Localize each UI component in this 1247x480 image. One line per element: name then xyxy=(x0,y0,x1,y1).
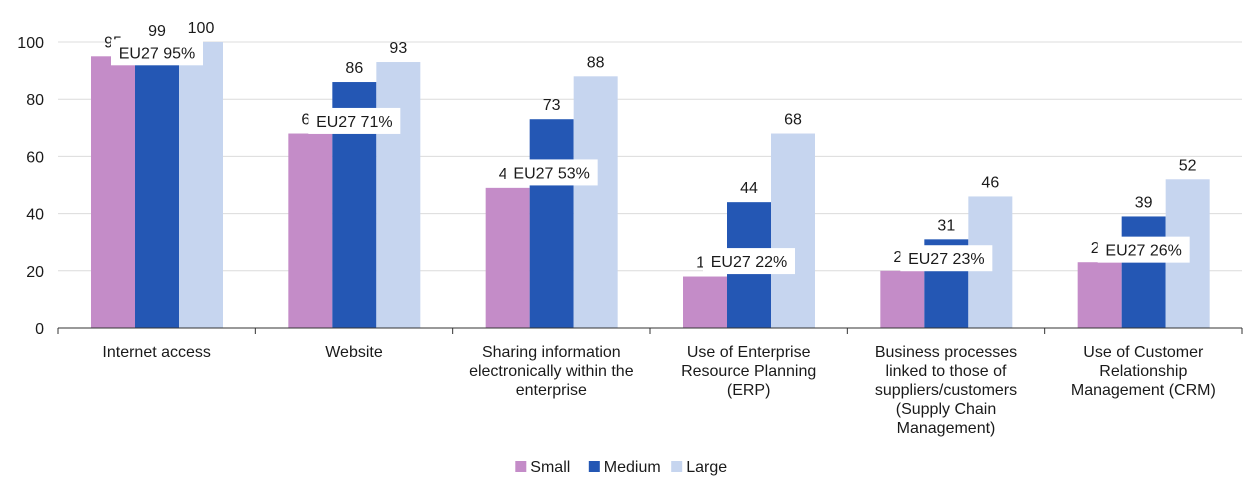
eu27-label-box xyxy=(308,107,401,134)
category-label-line: Internet access xyxy=(102,344,211,361)
category-label-line: (Supply Chain xyxy=(896,401,997,418)
bar-medium xyxy=(135,44,179,329)
eu27-labels: EU27 95% EU27 71% EU27 53% EU27 22% EU27 23%… xyxy=(111,39,1190,275)
category-label-line: (ERP) xyxy=(727,382,771,399)
value-label: 88 xyxy=(587,54,605,71)
gridlines xyxy=(58,41,1242,272)
eu27-label: EU27 71% xyxy=(316,114,393,131)
legend: Small Medium Large xyxy=(515,459,727,476)
y-tick-label: 80 xyxy=(26,92,44,109)
eu27-label-box xyxy=(1097,236,1190,263)
category-label-line: Website xyxy=(325,344,383,361)
category-label-line: Use of Customer xyxy=(1083,344,1204,361)
bar-small xyxy=(288,133,333,328)
value-label: 31 xyxy=(937,217,955,234)
category-label-line: electronically within the xyxy=(469,363,634,380)
bar-small xyxy=(880,270,925,328)
value-label: 46 xyxy=(981,174,999,191)
category-label: Use of Customer Relationship Management (C… xyxy=(1071,344,1216,399)
category-label: Use of Enterprise Resource Planning (ERP) xyxy=(681,344,816,399)
category-label-line: Management) xyxy=(897,420,996,437)
bars xyxy=(91,42,1210,329)
legend-label-small: Small xyxy=(530,459,570,476)
eu27-label: EU27 23% xyxy=(908,251,985,268)
legend-label-medium: Medium xyxy=(604,459,661,476)
bar-medium xyxy=(529,119,574,328)
eu27-label: EU27 22% xyxy=(711,254,788,271)
value-label: 52 xyxy=(1179,157,1197,174)
legend-swatch-small xyxy=(515,461,527,472)
category-label-line: Sharing information xyxy=(482,344,621,361)
category-label: Internet access xyxy=(102,344,211,361)
y-tick-label: 20 xyxy=(26,264,44,281)
legend-label-large: Large xyxy=(686,459,727,476)
category-label: Sharing information electronically within… xyxy=(469,344,634,399)
category-label-line: Use of Enterprise xyxy=(687,344,811,361)
value-label: 73 xyxy=(543,97,561,114)
eu27-label-box xyxy=(505,159,598,186)
eu27-label: EU27 26% xyxy=(1105,243,1182,260)
bar-small xyxy=(485,187,530,328)
value-label: 44 xyxy=(740,180,758,197)
value-label: 93 xyxy=(389,40,407,57)
bar-small xyxy=(91,56,135,329)
bar-large xyxy=(179,42,223,328)
y-tick-label: 0 xyxy=(35,321,44,338)
bar-small xyxy=(1077,262,1122,328)
y-axis-ticks: 0 20 40 60 80 100 xyxy=(17,35,44,338)
bar-small xyxy=(683,276,727,328)
legend-swatch-medium xyxy=(588,461,600,472)
value-labels: 9568491820239986734431391009388684652 xyxy=(104,20,1197,272)
bar-medium xyxy=(1121,216,1166,328)
category-labels: Internet access Website Sharing informatio… xyxy=(102,344,1215,437)
y-tick-label: 100 xyxy=(17,35,44,52)
category-label-line: Business processes xyxy=(875,344,1017,361)
category-label: Website xyxy=(325,344,383,361)
category-label-line: Relationship xyxy=(1099,363,1187,380)
category-label-line: suppliers/customers xyxy=(875,382,1017,399)
y-tick-label: 60 xyxy=(26,149,44,166)
value-label: 100 xyxy=(188,20,215,37)
eu27-label-box xyxy=(703,248,795,275)
bar-large xyxy=(573,76,618,328)
eu27-label: EU27 53% xyxy=(513,165,590,182)
bar-large xyxy=(376,62,421,329)
eu27-label-box xyxy=(111,39,203,66)
x-axis xyxy=(57,327,1243,334)
category-label: Business processes linked to those of supp… xyxy=(875,344,1017,437)
legend-swatch-large xyxy=(671,461,683,472)
eu27-label: EU27 95% xyxy=(119,45,196,62)
category-label-line: linked to those of xyxy=(886,363,1008,380)
bar-large xyxy=(771,133,815,328)
category-label-line: Management (CRM) xyxy=(1071,382,1216,399)
category-label-line: enterprise xyxy=(516,382,587,399)
eu27-label-box xyxy=(900,245,993,272)
y-tick-label: 40 xyxy=(26,207,44,224)
category-label-line: Resource Planning xyxy=(681,363,816,380)
value-label: 39 xyxy=(1135,194,1153,211)
value-label: 99 xyxy=(148,23,166,40)
value-label: 86 xyxy=(345,60,363,77)
value-label: 68 xyxy=(784,112,802,129)
